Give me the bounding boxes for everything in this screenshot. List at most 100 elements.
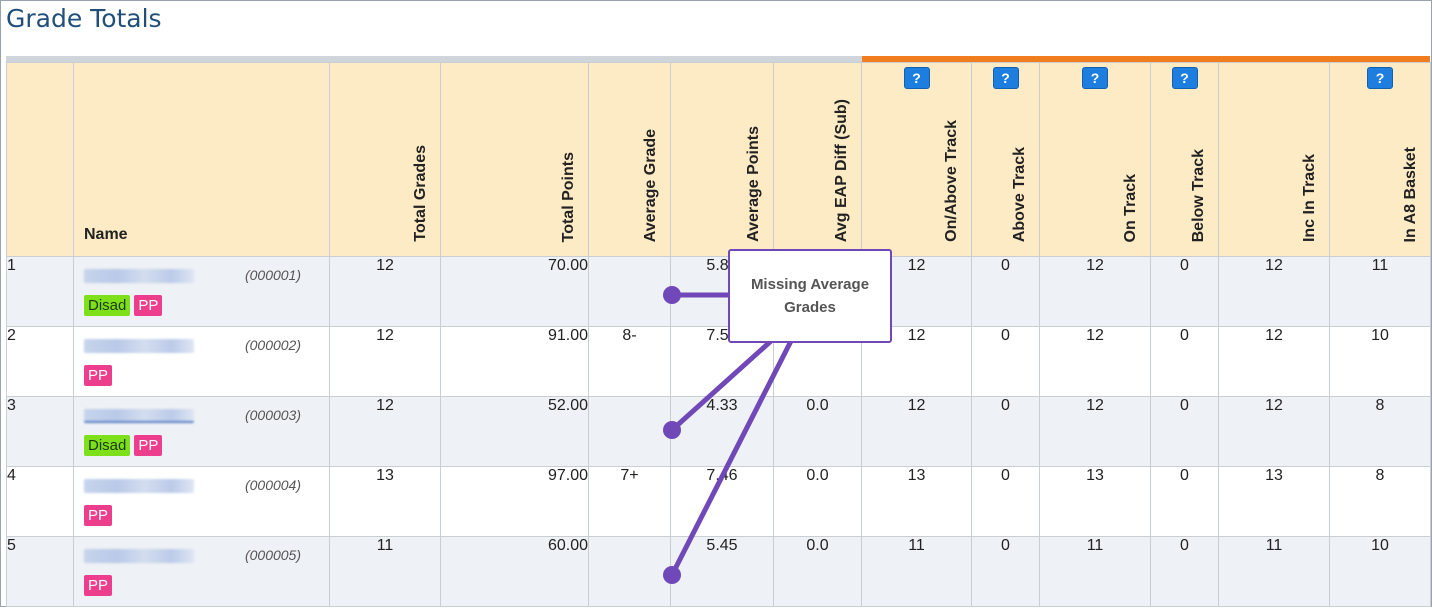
average-points-cell: 7.46 — [670, 466, 774, 537]
below-track-cell: 0 — [1150, 536, 1219, 607]
in-a8-basket-cell: 10 — [1329, 326, 1431, 397]
pupil-name-link[interactable] — [84, 549, 194, 563]
on-track-cell: 12 — [1039, 326, 1151, 397]
pupil-name-link[interactable] — [84, 409, 194, 423]
pupil-tags: PP — [84, 575, 113, 596]
pupil-id: (000005) — [244, 547, 301, 563]
name-cell: (000001) Disad PP — [73, 256, 330, 327]
table-row[interactable]: 1 (000001) Disad PP 12 70.00 5.83 12 0 12 0 12 11 — [6, 256, 1431, 327]
in-a8-basket-cell: 8 — [1329, 466, 1431, 537]
header-row: Name Total Grades Total Points Average G… — [6, 62, 1431, 257]
average-grade-cell — [588, 256, 671, 327]
disad-badge: Disad — [84, 435, 131, 456]
in-a8-basket-cell: 10 — [1329, 536, 1431, 607]
inc-in-track-cell: 13 — [1218, 466, 1330, 537]
above-track-cell: 0 — [971, 326, 1040, 397]
index-header — [6, 62, 74, 257]
in-a8-basket-cell: 11 — [1329, 256, 1431, 327]
missing-grades-callout: Missing Average Grades — [728, 249, 892, 343]
row-index: 5 — [6, 536, 74, 607]
below-track-cell: 0 — [1150, 396, 1219, 467]
on-track-header[interactable]: ? On Track — [1039, 62, 1151, 257]
on-track-cell: 13 — [1039, 466, 1151, 537]
below-track-cell: 0 — [1150, 326, 1219, 397]
inc-in-track-cell: 12 — [1218, 256, 1330, 327]
average-grade-cell — [588, 396, 671, 467]
row-index: 1 — [6, 256, 74, 327]
above-track-cell: 0 — [971, 466, 1040, 537]
average-grade-cell: 7+ — [588, 466, 671, 537]
pupil-tags: Disad PP — [84, 435, 163, 456]
table-row[interactable]: 5 (000005) PP 11 60.00 5.45 0.0 11 0 11 0 11 10 — [6, 536, 1431, 607]
name-cell: (000002) PP — [73, 326, 330, 397]
section-bar-orange — [862, 56, 1430, 62]
average-grade-cell — [588, 536, 671, 607]
total-points-cell: 97.00 — [440, 466, 589, 537]
total-points-header[interactable]: Total Points — [440, 62, 589, 257]
total-grades-cell: 12 — [329, 256, 441, 327]
table-row[interactable]: 3 (000003) Disad PP 12 52.00 4.33 0.0 12 0 12 0 12 8 — [6, 396, 1431, 467]
average-points-cell: 5.45 — [670, 536, 774, 607]
average-grade-header[interactable]: Average Grade — [588, 62, 671, 257]
inc-in-track-cell: 12 — [1218, 396, 1330, 467]
pupil-name-link[interactable] — [84, 479, 194, 493]
on-above-track-cell: 11 — [861, 536, 972, 607]
total-grades-cell: 13 — [329, 466, 441, 537]
row-index: 2 — [6, 326, 74, 397]
pupil-name-link[interactable] — [84, 339, 194, 353]
help-button[interactable]: ? — [1082, 67, 1108, 89]
total-grades-header[interactable]: Total Grades — [329, 62, 441, 257]
on-track-cell: 11 — [1039, 536, 1151, 607]
pupil-id: (000001) — [244, 267, 301, 283]
pp-badge: PP — [134, 435, 163, 456]
avg-eap-diff-header[interactable]: Avg EAP Diff (Sub) — [773, 62, 862, 257]
page-title: Grade Totals — [6, 4, 162, 33]
help-button[interactable]: ? — [903, 67, 930, 89]
pp-badge: PP — [84, 575, 113, 596]
total-grades-cell: 12 — [329, 396, 441, 467]
above-track-cell: 0 — [971, 256, 1040, 327]
total-grades-cell: 11 — [329, 536, 441, 607]
name-header[interactable]: Name — [73, 62, 330, 257]
grade-totals-table: Name Total Grades Total Points Average G… — [6, 62, 1431, 607]
pupil-id: (000003) — [244, 407, 301, 423]
inc-in-track-header[interactable]: Inc In Track — [1218, 62, 1330, 257]
total-points-cell: 91.00 — [440, 326, 589, 397]
average-points-header[interactable]: Average Points — [670, 62, 774, 257]
table-row[interactable]: 4 (000004) PP 13 97.00 7+ 7.46 0.0 13 0 13 0 13 8 — [6, 466, 1431, 537]
inc-in-track-cell: 11 — [1218, 536, 1330, 607]
total-points-cell: 52.00 — [440, 396, 589, 467]
pp-badge: PP — [84, 505, 113, 526]
section-bar-grey — [6, 56, 862, 62]
pupil-id: (000004) — [244, 477, 301, 493]
pp-badge: PP — [84, 365, 113, 386]
on-above-track-cell: 12 — [861, 396, 972, 467]
help-button[interactable]: ? — [1171, 67, 1198, 89]
on-track-cell: 12 — [1039, 396, 1151, 467]
on-above-track-header[interactable]: ? On/Above Track — [861, 62, 972, 257]
avg-eap-diff-cell: 0.0 — [773, 536, 862, 607]
below-track-cell: 0 — [1150, 256, 1219, 327]
in-a8-basket-cell: 8 — [1329, 396, 1431, 467]
name-cell: (000004) PP — [73, 466, 330, 537]
name-cell: (000005) PP — [73, 536, 330, 607]
inc-in-track-cell: 12 — [1218, 326, 1330, 397]
row-index: 3 — [6, 396, 74, 467]
avg-eap-diff-cell: 0.0 — [773, 396, 862, 467]
avg-eap-diff-cell: 0.0 — [773, 466, 862, 537]
above-track-cell: 0 — [971, 396, 1040, 467]
help-button[interactable]: ? — [1367, 67, 1393, 89]
above-track-cell: 0 — [971, 536, 1040, 607]
above-track-header[interactable]: ? Above Track — [971, 62, 1040, 257]
help-button[interactable]: ? — [992, 67, 1019, 89]
below-track-cell: 0 — [1150, 466, 1219, 537]
below-track-header[interactable]: ? Below Track — [1150, 62, 1219, 257]
pp-badge: PP — [134, 295, 163, 316]
in-a8-basket-header[interactable]: ? In A8 Basket — [1329, 62, 1431, 257]
pupil-tags: Disad PP — [84, 295, 163, 316]
pupil-name-link[interactable] — [84, 269, 194, 283]
pupil-tags: PP — [84, 505, 113, 526]
pupil-tags: PP — [84, 365, 113, 386]
